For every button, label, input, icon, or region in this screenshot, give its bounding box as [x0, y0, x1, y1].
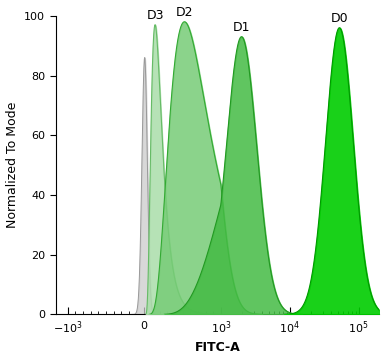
Text: D3: D3 — [146, 9, 164, 22]
X-axis label: FITC-A: FITC-A — [194, 341, 240, 355]
Text: D1: D1 — [233, 21, 250, 34]
Text: D2: D2 — [176, 6, 193, 19]
Text: D0: D0 — [331, 12, 348, 25]
Y-axis label: Normalized To Mode: Normalized To Mode — [5, 102, 18, 228]
